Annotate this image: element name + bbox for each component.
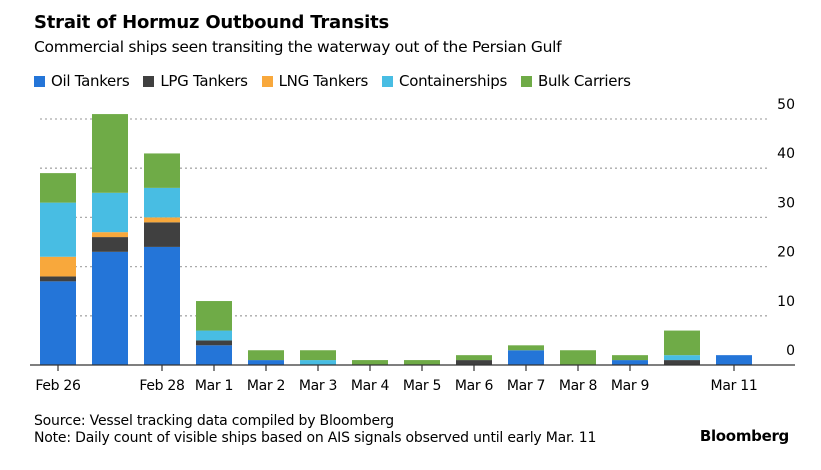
- footnote: Note: Daily count of visible ships based…: [34, 430, 597, 446]
- legend-item: Containerships: [382, 72, 507, 90]
- bar-segment: [144, 222, 180, 247]
- legend-swatch: [34, 75, 45, 87]
- legend-label: LNG Tankers: [278, 72, 369, 90]
- legend-swatch: [520, 75, 532, 87]
- bar-segment: [144, 246, 180, 365]
- chart-title: Strait of Hormuz Outbound Transits: [34, 12, 390, 33]
- legend-label: Oil Tankers: [51, 72, 130, 90]
- y-tick-label: 0: [786, 343, 795, 359]
- x-tick-label: Mar 7: [507, 378, 545, 394]
- bar-segment: [248, 360, 284, 365]
- bar-segment: [352, 360, 388, 365]
- bar-segment: [456, 355, 492, 361]
- x-tick-label: Mar 11: [711, 378, 758, 394]
- legend-item: LNG Tankers: [261, 72, 369, 90]
- bar-segment: [716, 355, 752, 365]
- bar-segment: [196, 301, 232, 331]
- x-tick-label: Mar 6: [455, 378, 494, 394]
- y-tick-label: 50: [777, 97, 795, 113]
- bar-segment: [404, 360, 440, 365]
- y-tick-label: 30: [777, 195, 795, 211]
- legend-label: Containerships: [399, 72, 507, 90]
- bar-segment: [248, 350, 284, 361]
- legend-swatch: [143, 75, 155, 87]
- bar-segment: [664, 360, 700, 365]
- bar-segment: [144, 217, 180, 223]
- bar-segment: [664, 330, 700, 356]
- y-tick-label: 40: [777, 146, 795, 162]
- legend-item: Bulk Carriers: [520, 72, 631, 90]
- legend-label: LPG Tankers: [160, 72, 248, 90]
- bar-segment: [144, 153, 180, 188]
- bar-segment: [612, 355, 648, 361]
- bar-segment: [508, 350, 544, 365]
- bar-segment: [560, 350, 596, 365]
- bar-segment: [92, 251, 128, 365]
- bar-segment: [40, 202, 76, 257]
- legend-swatch: [382, 75, 394, 87]
- x-tick-label: Mar 8: [559, 378, 597, 394]
- bar-segment: [40, 173, 76, 203]
- bar-segment: [144, 187, 180, 218]
- legend-item: Oil Tankers: [34, 72, 130, 90]
- bar-segment: [664, 355, 700, 361]
- y-tick-label: 10: [777, 294, 795, 310]
- x-tick-label: Mar 3: [299, 378, 337, 394]
- x-tick-label: Mar 5: [403, 378, 441, 394]
- bar-segment: [300, 350, 336, 361]
- bar-segment: [92, 232, 128, 238]
- bar-segment: [92, 114, 128, 193]
- bar-segment: [612, 360, 648, 365]
- x-tick-label: Feb 26: [35, 378, 81, 394]
- bar-segment: [92, 237, 128, 252]
- bloomberg-logo: Bloomberg: [699, 427, 789, 445]
- bar-segment: [196, 340, 232, 346]
- x-tick-label: Mar 1: [195, 378, 233, 394]
- x-tick-label: Mar 2: [247, 378, 285, 394]
- bar-segment: [196, 330, 232, 341]
- bar-segment: [40, 276, 76, 282]
- y-tick-label: 20: [777, 245, 795, 261]
- bar-segment: [196, 345, 232, 365]
- legend-swatch: [261, 75, 273, 87]
- bar-segment: [508, 345, 544, 351]
- x-tick-label: Mar 4: [351, 378, 390, 394]
- x-tick-label: Mar 9: [611, 378, 649, 394]
- x-tick-label: Feb 28: [139, 378, 184, 394]
- bar-segment: [92, 192, 128, 233]
- chart-subtitle: Commercial ships seen transiting the wat…: [34, 38, 562, 56]
- source-note: Source: Vessel tracking data compiled by…: [34, 413, 394, 429]
- bar-segment: [300, 360, 336, 365]
- legend: Oil Tankers LPG Tankers LNG Tankers Contain…: [34, 72, 631, 90]
- bar-segment: [40, 281, 76, 365]
- legend-label: Bulk Carriers: [537, 72, 631, 90]
- legend-item: LPG Tankers: [143, 72, 248, 90]
- bar-segment: [456, 360, 492, 365]
- bar-segment: [40, 256, 76, 277]
